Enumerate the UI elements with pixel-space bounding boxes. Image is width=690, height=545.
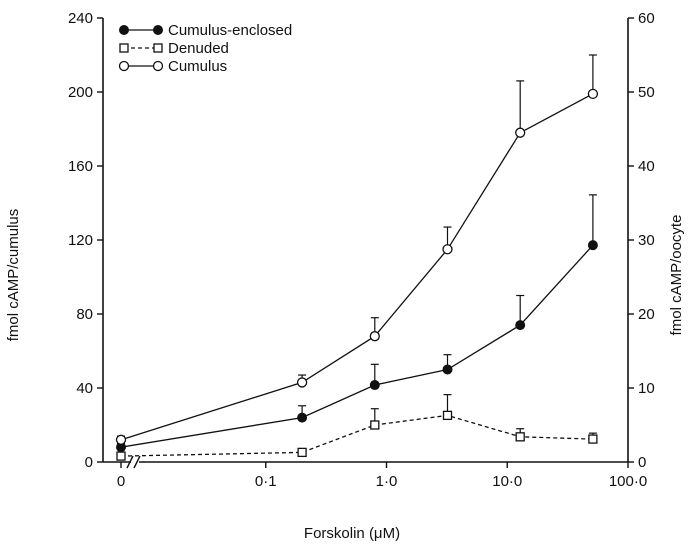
data-point [515,432,525,442]
y-right-tick-label: 50 [638,84,655,101]
y-left-axis-label: fmol cAMP/cumulus [5,209,22,342]
y-left-tick-label: 120 [68,232,93,249]
y-right-tick-label: 0 [638,454,646,471]
data-point [442,244,453,255]
data-point [116,451,126,461]
x-axis-break-gap [131,456,139,468]
legend-item: Cumulus-enclosed [119,22,292,39]
legend-marker [153,43,163,53]
legend-label: Cumulus [168,58,227,75]
y-left-tick-label: 80 [76,306,93,323]
x-tick-label: 100·0 [609,473,647,490]
legend-marker [153,25,163,35]
y-left-tick-label: 40 [76,380,93,397]
legend-marker [119,43,129,53]
series-line [120,244,594,448]
ticks: 0 0·1 1·0 10·0 100·0 0 40 80 120 160 200 240 0 10 20 30… [68,10,655,490]
x-tick-label: 0·1 [255,473,277,490]
data-point [588,434,598,444]
data-point [587,88,599,99]
y-left-tick-label: 240 [68,10,93,27]
x-tick-label: 1·0 [376,473,398,490]
data-point [297,412,308,423]
legend-item: Cumulus [118,58,227,75]
y-right-tick-label: 40 [638,158,655,175]
legend-item: Denuded [119,40,229,57]
series-cumulus [115,54,599,445]
data-point [296,377,308,388]
y-left-tick-label: 200 [68,84,93,101]
legend-label: Denuded [168,40,229,57]
data-point [442,364,453,375]
axes [102,18,629,469]
x-axis-break [126,455,141,469]
y-right-tick-label: 60 [638,10,655,27]
data-point [515,320,526,331]
y-left-tick-label: 0 [85,454,93,471]
legend-marker [118,60,130,72]
legend-label: Cumulus-enclosed [168,22,292,39]
y-right-axis-label: fmol cAMP/oocyte [668,215,685,336]
legend-marker [119,25,129,35]
legend-marker [152,60,164,72]
series-denuded [116,394,598,461]
data-point [369,380,380,391]
x-tick-label: 0 [117,473,125,490]
data-point [442,410,453,421]
y-right-tick-label: 30 [638,232,655,249]
x-axis-break-mark [126,455,134,469]
y-left-tick-label: 160 [68,158,93,175]
y-right-tick-label: 20 [638,306,655,323]
series-line [120,414,593,457]
data-point [115,434,127,445]
x-axis-label: Forskolin (μM) [304,525,400,542]
y-right-tick-label: 10 [638,380,655,397]
data-point [297,447,307,458]
data-point [370,420,380,430]
series-layer [115,54,599,461]
series-line [120,93,594,441]
data-point [369,331,380,342]
data-point [515,127,526,138]
x-axis-break-mark [133,455,141,469]
x-tick-label: 10·0 [492,473,522,490]
series-cumulus-enclosed [116,194,598,453]
data-point [587,240,598,251]
